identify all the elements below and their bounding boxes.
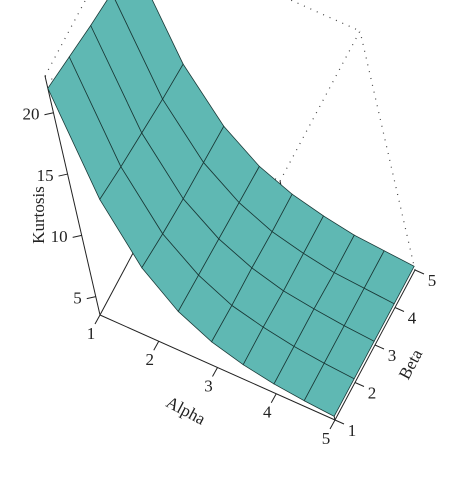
surface-patch bbox=[303, 362, 355, 417]
x-axis-title: Alpha bbox=[163, 392, 209, 428]
y-tick-label: 3 bbox=[388, 346, 397, 365]
z-tick-label: 10 bbox=[51, 227, 68, 246]
z-tick-label: 15 bbox=[37, 166, 54, 185]
y-tick-label: 1 bbox=[348, 421, 357, 440]
box-edge bbox=[359, 30, 416, 271]
y-tick-label: 4 bbox=[408, 308, 417, 327]
x-tick-label: 2 bbox=[146, 350, 155, 369]
y-axis-title: Beta bbox=[395, 346, 427, 383]
z-tick-label: 20 bbox=[22, 105, 39, 124]
x-tick-label: 4 bbox=[263, 403, 272, 422]
z-axis-title: Kurtosis bbox=[29, 186, 48, 244]
z-tick bbox=[58, 173, 68, 177]
x-tick-label: 3 bbox=[204, 376, 213, 395]
x-tick bbox=[270, 393, 277, 403]
y-tick bbox=[374, 344, 385, 350]
y-tick bbox=[334, 419, 345, 425]
z-tick bbox=[44, 112, 54, 116]
box-edge bbox=[279, 30, 361, 182]
y-tick bbox=[394, 307, 405, 312]
x-tick bbox=[329, 419, 336, 430]
z-tick bbox=[72, 234, 82, 238]
z-tick bbox=[86, 296, 96, 300]
box-edge bbox=[44, 75, 101, 316]
box-edge bbox=[44, 0, 87, 77]
x-tick-label: 1 bbox=[87, 324, 96, 343]
x-tick-label: 5 bbox=[322, 429, 331, 448]
x-tick bbox=[94, 314, 101, 325]
z-tick-label: 5 bbox=[73, 289, 82, 308]
x-tick bbox=[212, 367, 218, 377]
y-tick-label: 5 bbox=[428, 271, 437, 290]
x-tick bbox=[153, 341, 160, 351]
y-tick-label: 2 bbox=[368, 383, 377, 402]
y-tick bbox=[354, 382, 365, 387]
y-tick bbox=[414, 269, 425, 275]
